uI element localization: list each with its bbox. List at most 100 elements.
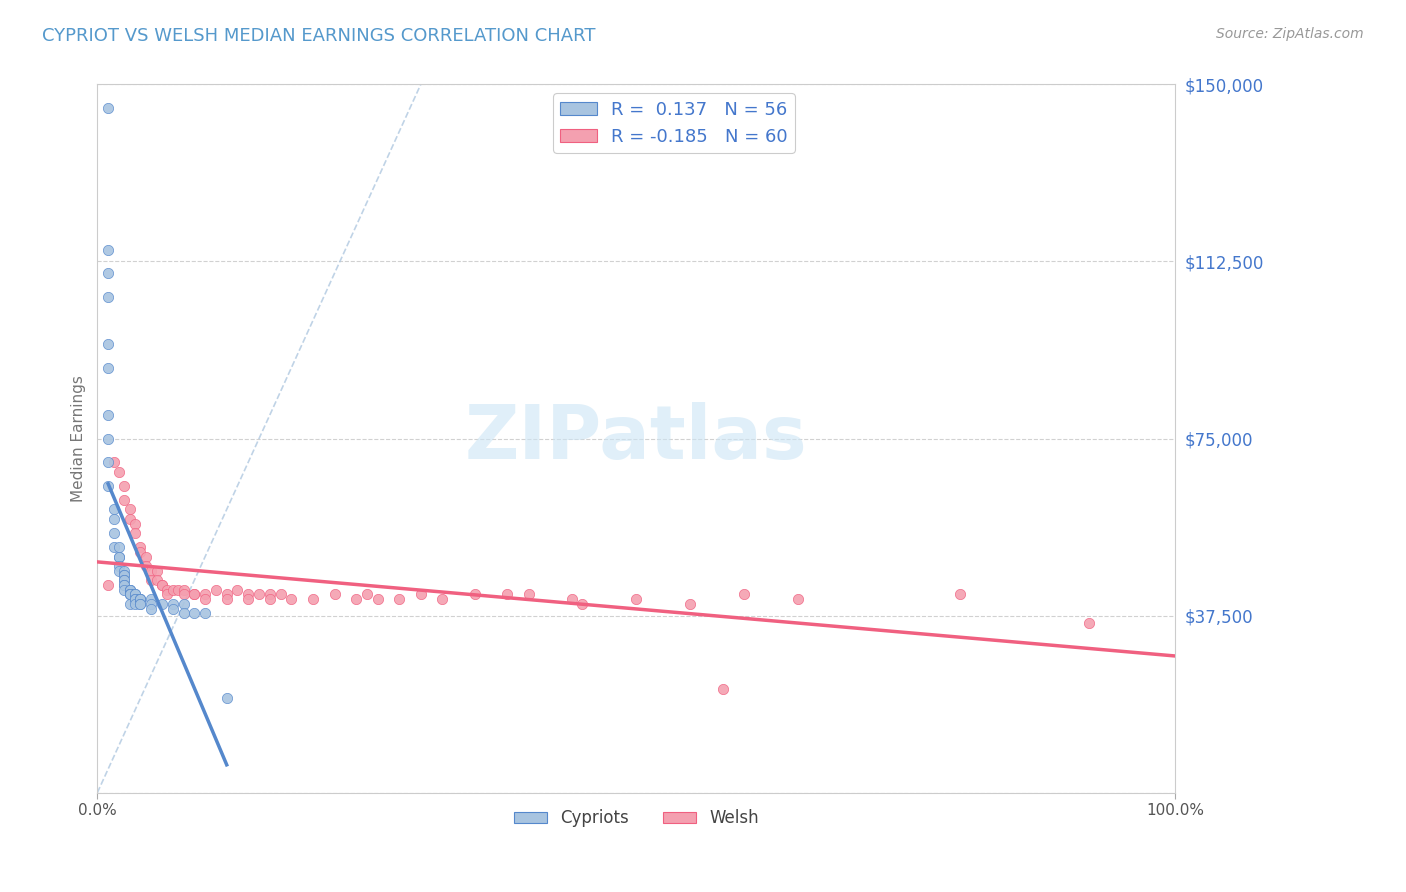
Point [108,540,131,554]
Point [194,606,217,620]
Point [571,597,593,611]
Point [517,587,540,601]
Point [145,573,167,587]
Point [108,559,131,574]
Point [302,592,325,607]
Point [141,564,163,578]
Point [280,592,302,607]
Point [118,582,141,597]
Text: Source: ZipAtlas.com: Source: ZipAtlas.com [1216,27,1364,41]
Point [108,549,131,564]
Point [183,606,205,620]
Point [162,601,184,615]
Point [129,597,152,611]
Point [183,587,205,601]
Point [118,587,141,601]
Point [97,243,120,257]
Point [103,455,125,469]
Point [173,606,195,620]
Point [238,592,260,607]
Text: CYPRIOT VS WELSH MEDIAN EARNINGS CORRELATION CHART: CYPRIOT VS WELSH MEDIAN EARNINGS CORRELA… [42,27,596,45]
Point [156,587,179,601]
Point [103,512,125,526]
Point [259,587,281,601]
Point [215,691,238,706]
Point [112,573,135,587]
Point [118,587,141,601]
Point [711,681,734,696]
Point [150,578,173,592]
Point [226,582,249,597]
Legend: Cypriots, Welsh: Cypriots, Welsh [508,803,765,834]
Point [135,559,157,574]
Point [194,587,217,601]
Point [409,587,432,601]
Point [238,587,260,601]
Point [173,582,195,597]
Point [124,587,146,601]
Point [141,573,163,587]
Point [787,592,810,607]
Point [496,587,519,601]
Point [247,587,270,601]
Point [141,601,163,615]
Point [259,592,281,607]
Point [129,592,152,607]
Point [97,337,120,351]
Point [108,549,131,564]
Point [129,592,152,607]
Point [97,290,120,304]
Point [112,582,135,597]
Point [124,592,146,607]
Point [97,578,120,592]
Point [118,582,141,597]
Point [103,540,125,554]
Point [118,587,141,601]
Point [124,592,146,607]
Point [97,408,120,422]
Y-axis label: Median Earnings: Median Earnings [72,376,86,502]
Point [145,564,167,578]
Point [173,597,195,611]
Point [432,592,454,607]
Point [97,101,120,115]
Point [129,540,152,554]
Point [150,597,173,611]
Point [118,597,141,611]
Point [356,587,378,601]
Point [118,512,141,526]
Point [733,587,755,601]
Point [626,592,648,607]
Point [97,360,120,375]
Point [150,578,173,592]
Point [112,573,135,587]
Point [679,597,702,611]
Point [205,582,228,597]
Point [141,597,163,611]
Point [162,582,184,597]
Point [215,587,238,601]
Point [129,597,152,611]
Point [112,479,135,493]
Point [270,587,292,601]
Point [103,526,125,541]
Point [323,587,346,601]
Point [112,578,135,592]
Point [367,592,389,607]
Point [124,516,146,531]
Point [108,465,131,479]
Point [162,597,184,611]
Point [97,479,120,493]
Point [118,502,141,516]
Point [215,592,238,607]
Point [561,592,583,607]
Point [949,587,972,601]
Point [112,568,135,582]
Text: ZIPatlas: ZIPatlas [465,402,807,475]
Point [124,597,146,611]
Point [118,587,141,601]
Point [97,455,120,469]
Point [129,592,152,607]
Point [464,587,486,601]
Point [156,582,179,597]
